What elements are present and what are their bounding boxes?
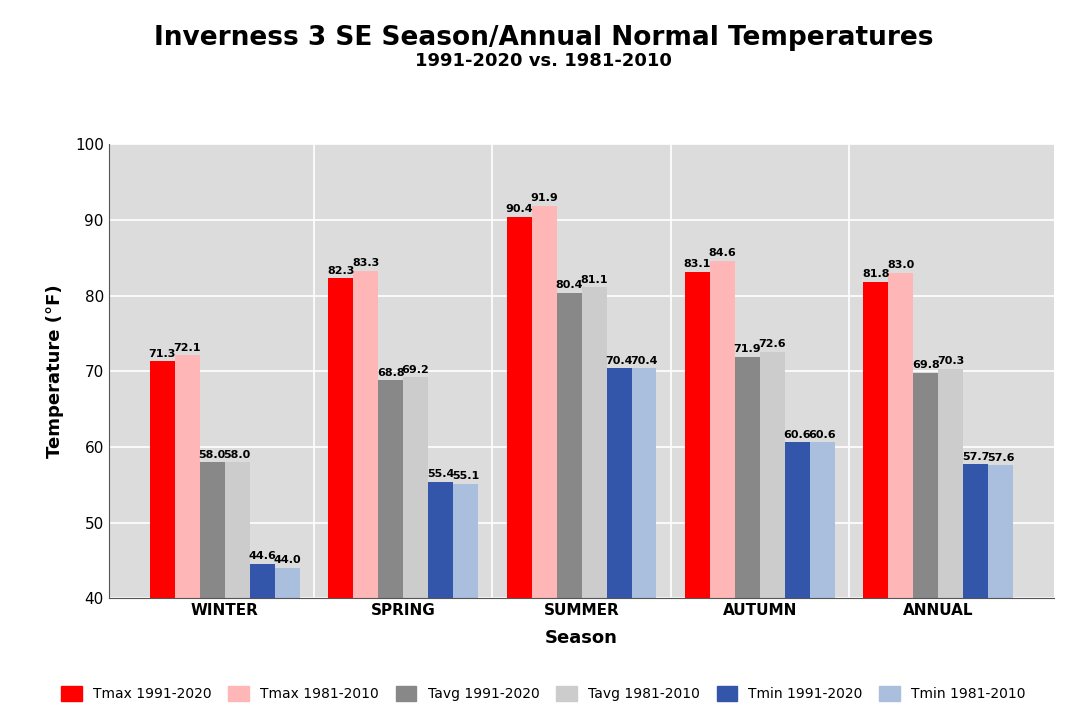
Text: 81.8: 81.8 [862, 270, 889, 279]
Text: 55.4: 55.4 [427, 469, 454, 479]
Bar [250, 564, 275, 721]
Bar [988, 465, 1013, 721]
Text: 68.8: 68.8 [377, 368, 404, 378]
Bar [328, 278, 353, 721]
Legend: Tmax 1991-2020, Tmax 1981-2010, Tavg 1991-2020, Tavg 1981-2010, Tmin 1991-2020, : Tmax 1991-2020, Tmax 1981-2010, Tavg 199… [55, 681, 1032, 707]
Bar [200, 462, 225, 721]
Bar [785, 443, 810, 721]
Bar [453, 484, 478, 721]
Text: 69.8: 69.8 [912, 360, 940, 370]
Bar [532, 205, 557, 721]
Y-axis label: Temperature (°F): Temperature (°F) [46, 285, 64, 458]
Text: 82.3: 82.3 [327, 265, 354, 275]
Bar [607, 368, 632, 721]
Bar [353, 270, 378, 721]
Bar [863, 282, 888, 721]
Text: 70.4: 70.4 [630, 355, 658, 366]
Bar [963, 464, 988, 721]
X-axis label: Season: Season [545, 629, 619, 647]
Bar [225, 462, 250, 721]
Bar [735, 357, 760, 721]
Text: 71.9: 71.9 [734, 345, 761, 354]
Text: 71.3: 71.3 [149, 349, 176, 359]
Text: 70.4: 70.4 [605, 355, 633, 366]
Text: 81.1: 81.1 [580, 275, 608, 285]
Text: 83.1: 83.1 [684, 260, 711, 270]
Bar [403, 377, 428, 721]
Bar [710, 261, 735, 721]
Text: 58.0: 58.0 [199, 449, 226, 459]
Text: 83.0: 83.0 [887, 260, 914, 270]
Bar [175, 355, 200, 721]
Text: 72.1: 72.1 [174, 342, 201, 353]
Text: 57.6: 57.6 [987, 453, 1014, 463]
Bar [275, 568, 300, 721]
Text: 83.3: 83.3 [352, 258, 379, 268]
Text: 44.6: 44.6 [248, 551, 276, 561]
Text: 80.4: 80.4 [555, 280, 583, 290]
Text: 1991-2020 vs. 1981-2010: 1991-2020 vs. 1981-2010 [415, 52, 672, 70]
Bar [888, 273, 913, 721]
Bar [913, 373, 938, 721]
Text: Inverness 3 SE Season/Annual Normal Temperatures: Inverness 3 SE Season/Annual Normal Temp… [153, 25, 934, 51]
Bar [428, 482, 453, 721]
Text: 60.6: 60.6 [809, 430, 836, 440]
Text: 70.3: 70.3 [937, 356, 964, 366]
Text: 84.6: 84.6 [709, 248, 736, 258]
Text: 58.0: 58.0 [224, 449, 251, 459]
Bar [507, 217, 532, 721]
Text: 69.2: 69.2 [402, 365, 429, 375]
Bar [557, 293, 582, 721]
Bar [632, 368, 657, 721]
Bar [685, 272, 710, 721]
Bar [582, 287, 607, 721]
Bar [938, 369, 963, 721]
Text: 44.0: 44.0 [273, 555, 301, 565]
Text: 57.7: 57.7 [962, 452, 989, 461]
Bar [810, 443, 835, 721]
Text: 90.4: 90.4 [505, 204, 533, 214]
Text: 55.1: 55.1 [452, 472, 479, 482]
Bar [150, 361, 175, 721]
Text: 91.9: 91.9 [530, 193, 558, 203]
Text: 72.6: 72.6 [759, 339, 786, 349]
Bar [378, 381, 403, 721]
Text: 60.6: 60.6 [784, 430, 811, 440]
Bar [760, 352, 785, 721]
